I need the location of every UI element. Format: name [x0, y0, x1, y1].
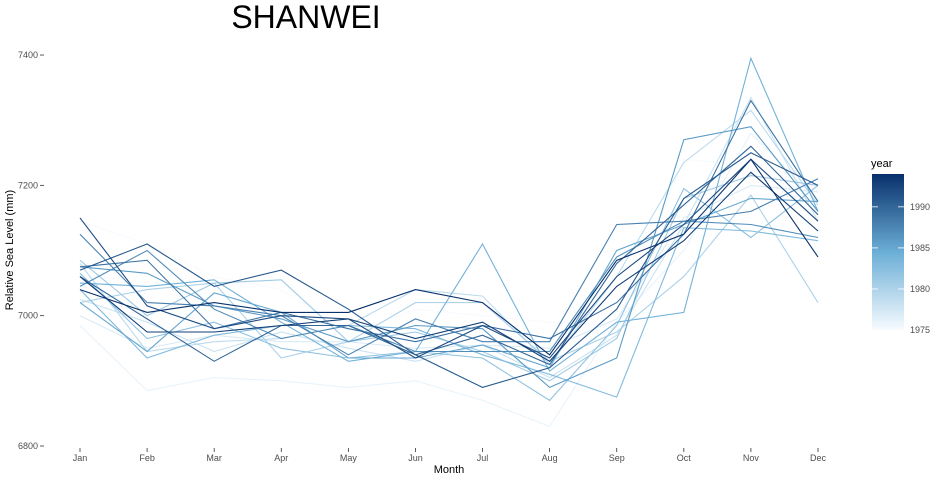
y-tick-label: 6800 [18, 441, 38, 451]
series-line-1986 [79, 126, 819, 389]
x-axis-title: Month [434, 464, 465, 476]
x-tick-label: Mar [206, 453, 222, 463]
series-lines [79, 56, 819, 428]
legend-colorbar [872, 174, 904, 330]
legend-tick-label: 1980 [910, 284, 930, 294]
x-tick-label: Oct [677, 453, 692, 463]
x-tick-label: Aug [542, 453, 558, 463]
x-tick-label: May [340, 453, 358, 463]
series-line-1984 [79, 56, 819, 372]
series-line-1989 [79, 99, 819, 343]
legend: year 1975 1980 1985 1990 [871, 158, 930, 335]
x-tick-label: Nov [743, 453, 760, 463]
x-tick-label: Apr [274, 453, 288, 463]
legend-ticks: 1975 1980 1985 1990 [872, 202, 930, 335]
series-line-1990 [79, 145, 819, 366]
series-line-1976 [79, 132, 819, 428]
x-tick-label: Feb [139, 453, 155, 463]
legend-tick-label: 1985 [910, 243, 930, 253]
x-axis: Jan Feb Mar Apr May Jun Jul Aug Sep Oct Nov Dec [73, 448, 827, 463]
legend-title: year [871, 158, 893, 170]
series-line-1980 [79, 194, 819, 362]
legend-tick-label: 1975 [910, 325, 930, 335]
y-tick-label: 7000 [18, 311, 38, 321]
x-tick-label: Dec [810, 453, 827, 463]
legend-tick-label: 1990 [910, 202, 930, 212]
series-line-1975 [79, 158, 819, 336]
series-line-1994 [79, 158, 819, 356]
y-axis: 6800 7000 7200 7400 [18, 50, 44, 451]
series-line-1991 [79, 152, 819, 388]
y-tick-label: 7400 [18, 50, 38, 60]
chart-title: SHANWEI [231, 0, 380, 35]
x-tick-label: Jul [477, 453, 489, 463]
x-tick-label: Jun [408, 453, 423, 463]
y-tick-label: 7200 [18, 180, 38, 190]
series-line-1992 [79, 158, 819, 359]
series-line-1978 [79, 96, 819, 379]
y-axis-title: Relative Sea Level (mm) [4, 190, 16, 310]
x-tick-label: Jan [73, 453, 88, 463]
series-line-1979 [79, 109, 819, 366]
series-line-1993 [79, 171, 819, 363]
x-tick-label: Sep [609, 453, 625, 463]
